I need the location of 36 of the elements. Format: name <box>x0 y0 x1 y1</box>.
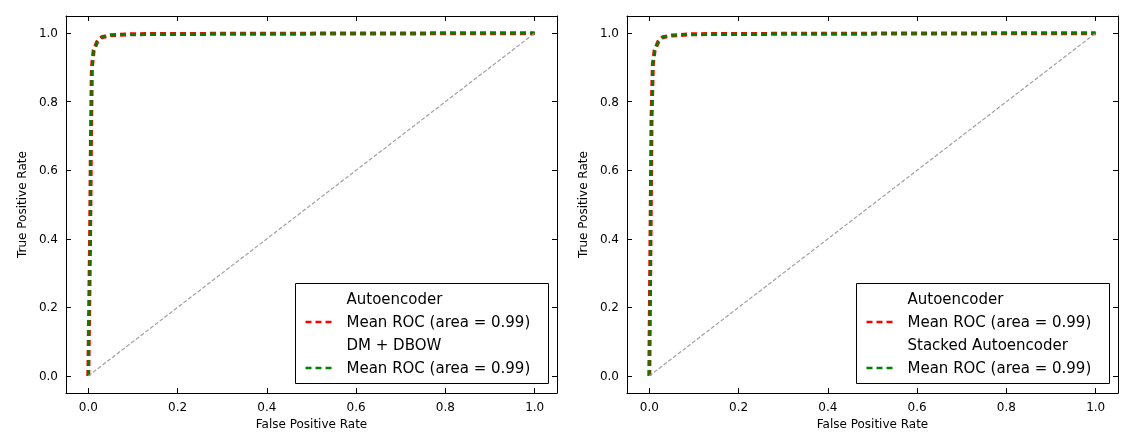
y-tick-label: 0.6 <box>38 163 58 178</box>
y-axis-title: True Positive Rate <box>576 151 590 259</box>
x-tick-label: 0.6 <box>346 400 366 415</box>
text: DM + DBOW <box>346 336 442 354</box>
x-axis-title: False Positive Rate <box>255 417 368 431</box>
y-tick-label: 0.0 <box>599 368 619 383</box>
y-tick-label: 1.0 <box>599 26 619 41</box>
x-axis-title: False Positive Rate <box>816 417 929 431</box>
x-tick-label: 0.0 <box>78 400 98 415</box>
y-axis-title: True Positive Rate <box>15 151 29 259</box>
legend-label: Mean ROC (area = 0.99) <box>346 313 531 331</box>
y-tick-label: 0.2 <box>38 300 58 315</box>
legend-label: Mean ROC (area = 0.99) <box>346 359 531 377</box>
x-tick-label: 0.8 <box>435 400 455 415</box>
y-tick-label: 0.4 <box>599 231 619 246</box>
y-tick-label: 0.8 <box>599 94 619 109</box>
y-tick-label: 0.4 <box>38 231 58 246</box>
y-tick-label: 0.8 <box>38 94 58 109</box>
y-tick-label: 1.0 <box>38 26 58 41</box>
x-tick-label: 0.4 <box>818 400 838 415</box>
text: Autoencoder <box>346 290 444 308</box>
legend-label: Mean ROC (area = 0.99) <box>907 313 1092 331</box>
y-tick-label: 0.0 <box>38 368 58 383</box>
legend-label: Mean ROC (area = 0.99) <box>907 359 1092 377</box>
x-tick-label: 0.6 <box>907 400 927 415</box>
y-tick-label: 0.6 <box>599 163 619 178</box>
x-tick-label: 0.2 <box>168 400 188 415</box>
x-tick-label: 1.0 <box>1086 400 1106 415</box>
x-tick-label: 0.2 <box>729 400 749 415</box>
x-tick-label: 0.8 <box>996 400 1016 415</box>
x-tick-label: 1.0 <box>525 400 545 415</box>
text: Autoencoder <box>907 290 1005 308</box>
x-tick-label: 0.0 <box>639 400 659 415</box>
text: Stacked Autoencoder <box>907 336 1069 354</box>
x-tick-label: 0.4 <box>257 400 277 415</box>
y-tick-label: 0.2 <box>599 300 619 315</box>
